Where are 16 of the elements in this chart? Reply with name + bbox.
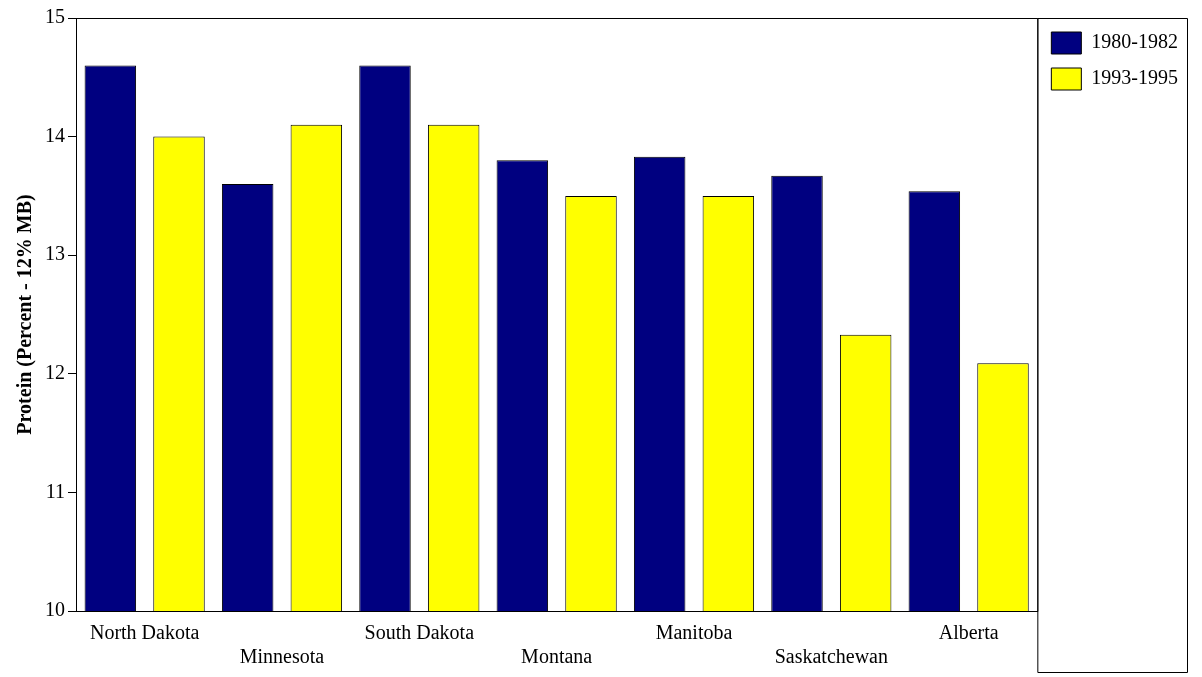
x-tick-label: Montana: [521, 645, 593, 668]
x-tick-label: South Dakota: [364, 621, 475, 644]
y-tick-label: 15: [45, 5, 65, 28]
x-tick-label: Minnesota: [239, 645, 325, 668]
y-tick-label: 13: [45, 242, 65, 265]
y-tick-label: 11: [45, 479, 65, 502]
x-tick-label: North Dakota: [89, 621, 200, 644]
x-tick-label: Saskatchewan: [774, 645, 888, 668]
y-tick-label: 10: [45, 598, 65, 621]
x-tick-label: Alberta: [938, 621, 999, 644]
y-axis-title: Protein (Percent - 12% MB): [13, 194, 37, 435]
legend-label: 1980-1982: [1091, 30, 1179, 53]
y-tick-label: 14: [45, 123, 65, 146]
y-tick-label: 12: [45, 361, 65, 384]
legend-label: 1993-1995: [1091, 66, 1179, 89]
x-tick-label: Manitoba: [655, 621, 733, 644]
